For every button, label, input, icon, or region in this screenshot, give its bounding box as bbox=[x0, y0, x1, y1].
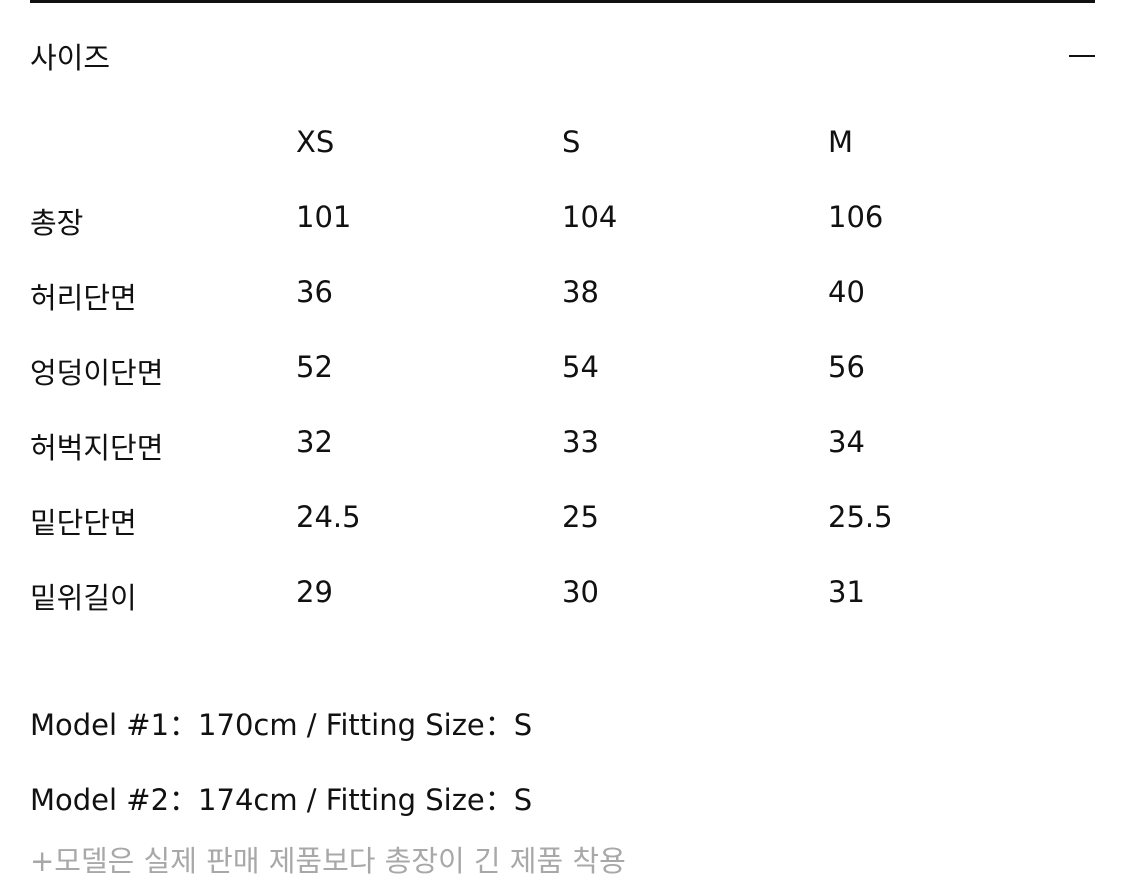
table-cell: 40 bbox=[828, 275, 865, 309]
table-cell: 32 bbox=[296, 425, 333, 459]
table-cell: 36 bbox=[296, 275, 333, 309]
row-label: 밑단단면 bbox=[30, 506, 137, 540]
section-title: 사이즈 bbox=[30, 41, 111, 75]
table-cell: 25 bbox=[562, 500, 599, 534]
table-cell: 25.5 bbox=[828, 500, 893, 534]
table-cell: 33 bbox=[562, 425, 599, 459]
row-label: 총장 bbox=[30, 206, 84, 240]
table-cell: 31 bbox=[828, 575, 865, 609]
table-cell: 29 bbox=[296, 575, 333, 609]
table-cell: 34 bbox=[828, 425, 865, 459]
divider bbox=[30, 0, 1095, 3]
table-cell: 52 bbox=[296, 350, 333, 384]
table-cell: 56 bbox=[828, 350, 865, 384]
table-cell: 54 bbox=[562, 350, 599, 384]
table-cell: 38 bbox=[562, 275, 599, 309]
table-cell: 30 bbox=[562, 575, 599, 609]
table-cell: 104 bbox=[562, 200, 618, 234]
minus-icon[interactable] bbox=[1069, 55, 1095, 57]
table-cell: XS bbox=[296, 125, 335, 159]
table-cell: 101 bbox=[296, 200, 352, 234]
model-info-2: Model #2：174cm / Fitting Size：S bbox=[30, 783, 533, 817]
table-cell: S bbox=[562, 125, 581, 159]
model-note: +모델은 실제 판매 제품보다 총장이 긴 제품 착용 bbox=[30, 844, 626, 878]
row-label: 허리단면 bbox=[30, 281, 137, 315]
table-cell: 106 bbox=[828, 200, 884, 234]
section-header[interactable]: 사이즈 bbox=[30, 3, 1095, 103]
size-section: 사이즈 XS S M 총장 101 104 106 허리단면 36 38 40 엉덩이단면 52 54 56… bbox=[30, 0, 1095, 878]
table-cell: 24.5 bbox=[296, 500, 361, 534]
row-label: 밑위길이 bbox=[30, 581, 137, 615]
table-cell: M bbox=[828, 125, 854, 159]
model-info-1: Model #1：170cm / Fitting Size：S bbox=[30, 708, 533, 742]
row-label: 허벅지단면 bbox=[30, 431, 164, 465]
row-label: 엉덩이단면 bbox=[30, 356, 164, 390]
